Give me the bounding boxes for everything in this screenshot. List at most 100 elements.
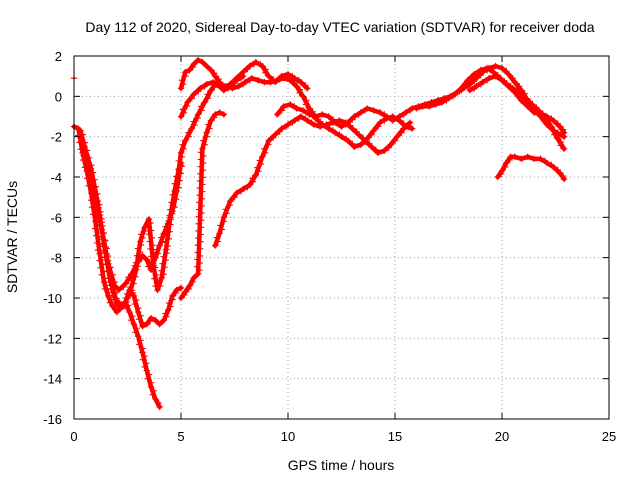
y-tick-label: 0 — [55, 89, 62, 104]
data-point — [149, 391, 156, 398]
data-point — [94, 197, 101, 204]
data-point — [299, 93, 307, 100]
data-point — [451, 91, 459, 98]
data-point — [506, 156, 513, 164]
data-point — [524, 103, 531, 110]
data-point — [214, 238, 222, 245]
data-point — [196, 259, 203, 267]
data-point — [197, 149, 205, 156]
data-point — [419, 103, 427, 110]
data-point — [196, 252, 204, 260]
data-point — [109, 271, 116, 279]
data-point — [194, 249, 201, 256]
data-point — [212, 111, 219, 118]
data-point — [138, 255, 145, 262]
data-point — [338, 133, 345, 140]
series-track-8 — [212, 113, 414, 249]
data-point — [177, 159, 185, 167]
data-point — [197, 224, 205, 231]
data-point — [139, 323, 146, 330]
data-point — [111, 290, 118, 297]
data-point — [206, 125, 213, 132]
data-point — [530, 155, 538, 163]
data-point — [195, 220, 202, 227]
data-point — [79, 145, 86, 152]
data-point — [466, 87, 474, 94]
data-point — [207, 117, 215, 124]
data-point — [173, 195, 180, 203]
data-point — [551, 131, 558, 138]
data-point — [173, 180, 180, 188]
data-point — [194, 234, 202, 242]
data-point — [511, 153, 519, 161]
data-point — [135, 308, 142, 316]
data-point — [163, 313, 170, 321]
data-point — [103, 282, 110, 289]
data-point — [95, 204, 102, 212]
data-point — [198, 209, 205, 217]
data-point — [96, 211, 104, 219]
data-point — [325, 125, 332, 132]
y-tick-label: -8 — [50, 251, 62, 266]
data-point — [166, 212, 174, 219]
data-point — [470, 70, 478, 78]
data-point — [131, 300, 139, 308]
y-tick-label: -16 — [43, 412, 62, 427]
data-point — [284, 121, 292, 128]
data-point — [199, 159, 207, 167]
data-point — [89, 211, 97, 218]
data-point — [494, 173, 501, 181]
data-point — [113, 308, 120, 316]
data-point — [185, 285, 192, 293]
data-point — [117, 304, 125, 312]
data-point — [261, 149, 269, 156]
data-point — [158, 267, 165, 274]
data-point — [169, 292, 176, 300]
data-point — [163, 226, 170, 234]
data-point — [155, 278, 163, 286]
data-point — [178, 163, 185, 170]
data-point — [123, 290, 131, 298]
data-point — [105, 292, 112, 300]
data-point — [193, 263, 201, 270]
data-point — [227, 198, 234, 205]
series-track-3 — [79, 145, 185, 294]
data-point — [177, 113, 185, 120]
data-point — [280, 74, 287, 82]
data-point — [131, 262, 139, 269]
data-point — [216, 109, 223, 116]
data-point — [137, 238, 144, 245]
data-point — [376, 109, 384, 116]
data-point — [186, 66, 193, 74]
x-tick-label: 20 — [495, 429, 509, 444]
data-point — [209, 79, 217, 86]
data-point — [194, 111, 202, 118]
data-point — [144, 375, 151, 382]
data-point — [175, 184, 182, 191]
data-point — [188, 125, 195, 132]
data-point — [274, 77, 281, 84]
data-point — [105, 267, 113, 275]
data-point — [505, 70, 512, 78]
data-point — [159, 260, 166, 267]
data-point — [216, 230, 223, 237]
axis-ticks — [73, 55, 610, 420]
data-point — [368, 131, 375, 138]
data-point — [135, 341, 143, 348]
data-point — [194, 242, 202, 249]
data-point — [556, 123, 563, 130]
data-point — [145, 371, 153, 378]
data-point — [257, 160, 265, 168]
data-point — [96, 243, 104, 250]
data-point — [182, 68, 189, 76]
data-point — [261, 79, 268, 86]
data-point — [413, 105, 420, 112]
data-point — [125, 273, 132, 281]
data-point — [229, 85, 236, 92]
data-point — [233, 189, 240, 197]
data-point — [383, 113, 390, 120]
data-point — [197, 231, 204, 238]
y-tick-label: -12 — [43, 331, 62, 346]
data-point — [204, 91, 211, 98]
data-point — [109, 302, 116, 310]
